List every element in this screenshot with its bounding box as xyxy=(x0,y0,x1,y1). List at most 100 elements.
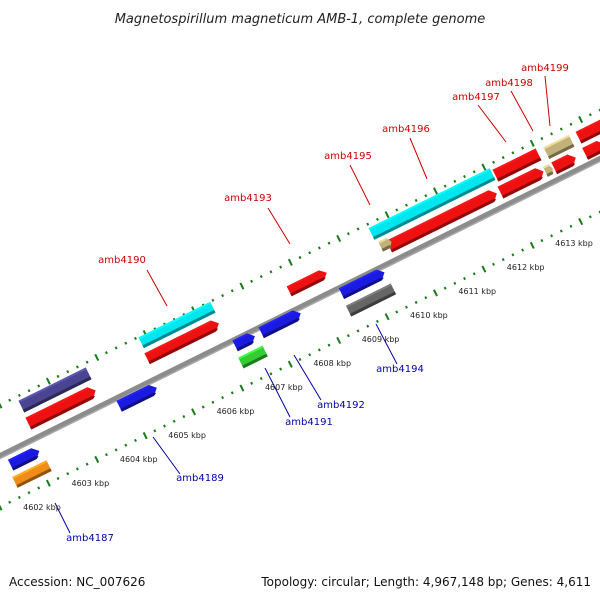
bottom-gene-label: amb4194 xyxy=(376,364,424,375)
minor-tick xyxy=(443,184,447,188)
scale-label: 4611 kbp xyxy=(458,287,496,296)
minor-tick xyxy=(588,215,592,219)
gene-body xyxy=(258,310,301,339)
minor-tick xyxy=(511,253,515,257)
scale-label: 4607 kbp xyxy=(265,383,303,392)
minor-tick xyxy=(405,305,408,309)
tick-marks xyxy=(0,108,600,511)
minor-tick xyxy=(308,353,312,357)
minor-tick xyxy=(259,376,263,381)
minor-tick xyxy=(37,384,41,388)
minor-tick xyxy=(37,486,41,490)
minor-tick xyxy=(279,367,283,371)
minor-tick xyxy=(211,400,215,404)
gene-body xyxy=(238,345,268,369)
gene-highlight xyxy=(386,190,490,243)
gene-highlight xyxy=(551,154,569,165)
top-callout-line xyxy=(544,75,551,127)
gene-highlight xyxy=(492,148,537,172)
minor-tick xyxy=(405,203,408,207)
gene-highlight xyxy=(144,320,212,356)
gene-highlight xyxy=(238,345,264,360)
minor-tick xyxy=(327,343,331,347)
gene-body xyxy=(543,134,575,160)
minor-tick xyxy=(279,265,283,269)
bottom-callout-line xyxy=(293,354,322,401)
gene-feature xyxy=(378,238,392,252)
gene-body xyxy=(575,118,600,144)
minor-tick xyxy=(511,151,515,155)
minor-tick xyxy=(501,156,505,160)
major-tick xyxy=(578,217,584,226)
gene-shadow xyxy=(381,245,392,252)
minor-tick xyxy=(463,175,466,179)
gene-body xyxy=(25,387,96,430)
gene-highlight xyxy=(345,283,392,308)
gene-highlight xyxy=(497,168,537,189)
gene-shadow xyxy=(497,157,542,182)
minor-tick xyxy=(492,262,495,266)
major-tick xyxy=(142,432,148,440)
major-tick xyxy=(287,360,293,368)
scale-label: 4608 kbp xyxy=(313,359,351,368)
major-tick xyxy=(384,313,390,321)
major-tick xyxy=(433,187,438,195)
minor-tick xyxy=(75,467,79,471)
top-callout-line xyxy=(267,207,291,245)
gene-highlight xyxy=(378,238,387,244)
gene-shadow xyxy=(22,376,92,413)
scale-label: 4606 kbp xyxy=(217,407,255,416)
minor-tick xyxy=(298,255,302,260)
gene-feature xyxy=(232,333,255,352)
major-tick xyxy=(336,234,342,243)
top-callout-line xyxy=(349,164,371,206)
major-tick xyxy=(481,265,487,273)
minor-tick xyxy=(559,229,563,233)
gene-highlight xyxy=(138,301,212,340)
gene-body xyxy=(144,320,219,365)
gene-feature xyxy=(551,154,576,175)
minor-tick xyxy=(327,241,331,245)
gene-shadow xyxy=(342,277,384,300)
major-tick xyxy=(287,258,293,266)
minor-tick xyxy=(453,179,457,183)
minor-tick xyxy=(569,224,573,228)
gene-feature xyxy=(338,269,385,300)
major-tick xyxy=(45,377,51,385)
minor-tick xyxy=(8,398,12,402)
gene-shadow xyxy=(262,318,301,339)
minor-tick xyxy=(317,348,321,352)
gene-body xyxy=(338,269,385,300)
gene-shadow xyxy=(373,177,496,240)
top-callout-line xyxy=(146,269,168,307)
gene-feature xyxy=(144,320,219,365)
major-tick xyxy=(433,289,438,297)
gene-feature xyxy=(12,460,52,488)
minor-tick xyxy=(105,453,108,457)
gene-body xyxy=(18,367,92,413)
gene-shadow xyxy=(16,468,52,488)
minor-tick xyxy=(356,227,360,231)
bottom-callout-line xyxy=(264,367,291,418)
scale-label: 4609 kbp xyxy=(362,335,400,344)
minor-tick xyxy=(27,389,31,393)
scale-labels: 4602 kbp 4603 kbp 4604 kbp 4605 kbp 4606 kbp… xyxy=(23,239,593,512)
major-tick xyxy=(529,139,535,147)
top-gene-label: amb4195 xyxy=(324,151,372,162)
gene-body xyxy=(492,148,542,182)
minor-tick xyxy=(221,396,225,400)
minor-tick xyxy=(540,238,544,243)
accession-label: Accession: NC_007626 xyxy=(9,575,145,589)
top-gene-label: amb4193 xyxy=(224,193,272,204)
gene-body xyxy=(138,301,216,349)
minor-tick xyxy=(66,370,70,374)
minor-tick xyxy=(317,246,321,250)
minor-tick xyxy=(230,289,234,293)
minor-tick xyxy=(201,405,205,409)
scale-label: 4610 kbp xyxy=(410,311,448,320)
gene-highlight xyxy=(543,134,570,150)
major-tick xyxy=(45,479,51,487)
gene-body xyxy=(345,283,397,317)
minor-tick xyxy=(356,329,360,333)
